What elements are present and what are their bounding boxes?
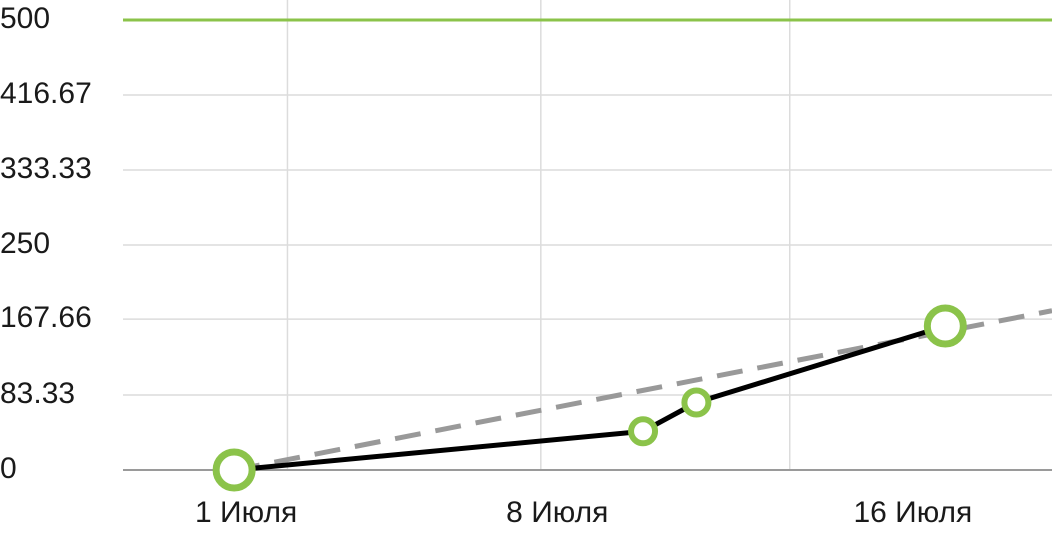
data-point bbox=[923, 304, 967, 348]
series-line-trend bbox=[233, 308, 1052, 473]
series-layer bbox=[123, 18, 1052, 473]
y-tick-label: 333.33 bbox=[0, 152, 92, 185]
grid-layer bbox=[123, 0, 1052, 470]
data-point bbox=[212, 448, 256, 492]
y-tick-label: 250 bbox=[0, 227, 50, 260]
y-axis-ticks: 0 83.33 167.66 250 333.33 416.67 500 bbox=[0, 2, 92, 485]
y-tick-label: 416.67 bbox=[0, 77, 92, 110]
x-tick-label: 16 Июля bbox=[853, 496, 972, 529]
x-tick-label: 8 Июля bbox=[506, 496, 608, 529]
y-tick-label: 0 bbox=[0, 452, 17, 485]
y-tick-label: 167.66 bbox=[0, 301, 92, 334]
data-point bbox=[628, 416, 659, 447]
data-point bbox=[681, 387, 712, 418]
x-axis-ticks: 1 Июля 8 Июля 16 Июля bbox=[195, 496, 972, 529]
y-tick-label: 500 bbox=[0, 2, 50, 35]
y-tick-label: 83.33 bbox=[0, 377, 75, 410]
marker-layer bbox=[212, 304, 967, 492]
x-tick-label: 1 Июля bbox=[195, 496, 297, 529]
series-line-actual bbox=[233, 323, 947, 473]
